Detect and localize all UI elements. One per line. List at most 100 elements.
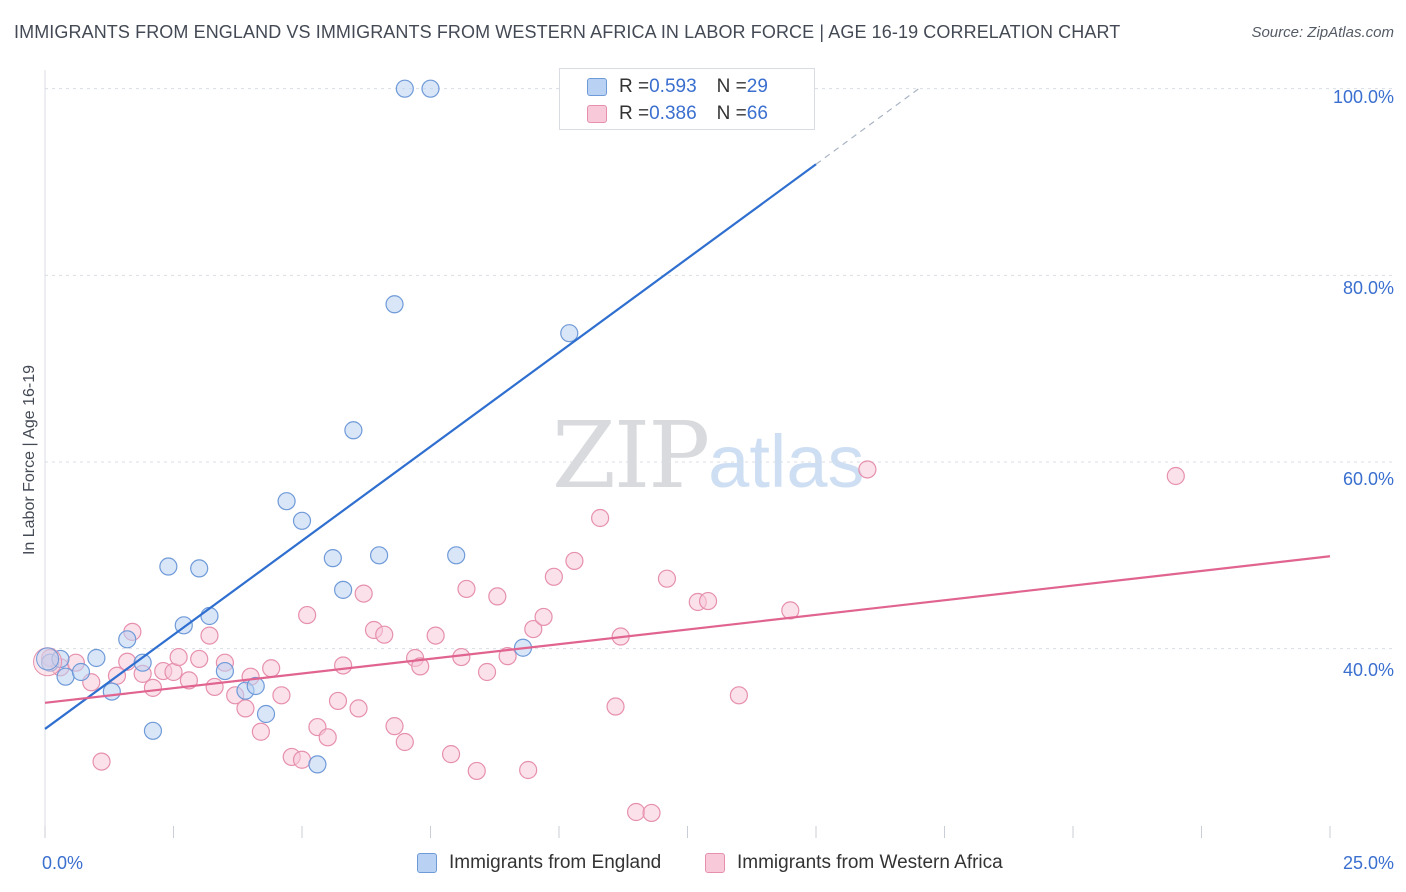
- africa-point-49: [534, 607, 553, 627]
- africa-point-44: [477, 662, 497, 682]
- correlation-legend: R = 0.593 N = 29 R = 0.386 N = 66: [559, 68, 815, 130]
- series-legend: Immigrants from England Immigrants from …: [0, 852, 1406, 876]
- england-trend-extension: [815, 88, 920, 165]
- england-point-15: [246, 676, 265, 696]
- england-trend-line: [44, 163, 817, 730]
- source-credit: Source: ZipAtlas.com: [1251, 24, 1394, 41]
- africa-point-39: [426, 626, 445, 645]
- africa-trend-line: [44, 555, 1331, 704]
- africa-point-23: [272, 686, 291, 705]
- england-swatch: [587, 78, 607, 96]
- england-point-12: [200, 606, 219, 626]
- africa-point-59: [698, 591, 718, 611]
- africa-point-38: [411, 657, 430, 676]
- africa-point-50: [544, 567, 563, 586]
- africa-point-63: [1166, 466, 1185, 486]
- england-point-22: [344, 421, 363, 440]
- legend-row-africa: R = 0.386 N = 66: [587, 103, 768, 125]
- africa-point-14: [190, 649, 209, 669]
- africa-point-28: [318, 728, 337, 747]
- england-point-8: [143, 721, 163, 740]
- africa-point-34: [375, 625, 394, 644]
- legend-swatch-england: [417, 853, 437, 873]
- africa-point-19: [236, 699, 255, 718]
- england-cluster-point: [36, 647, 60, 671]
- y-tick-label-80: 80.0%: [1342, 278, 1394, 298]
- africa-point-51: [565, 551, 584, 571]
- england-n-value: 29: [746, 76, 768, 97]
- africa-point-13: [179, 671, 199, 690]
- y-tick-label-40: 40.0%: [1342, 660, 1394, 680]
- england-r-value: 0.593: [649, 76, 697, 97]
- africa-r-label: R =: [619, 103, 650, 124]
- england-point-27: [447, 546, 466, 565]
- y-tick-label-60: 60.0%: [1342, 469, 1394, 489]
- watermark-zip: ZIP: [552, 402, 710, 509]
- africa-point-52: [591, 508, 610, 528]
- africa-point-31: [349, 699, 368, 718]
- legend-label-england: Immigrants from England: [449, 852, 662, 873]
- africa-point-62: [858, 460, 877, 479]
- england-point-2: [56, 667, 75, 686]
- england-point-4: [87, 648, 106, 668]
- africa-point-26: [298, 605, 317, 625]
- england-r-label: R =: [619, 76, 650, 97]
- africa-point-55: [626, 802, 646, 822]
- england-point-6: [118, 630, 137, 649]
- africa-swatch: [587, 105, 607, 123]
- england-point-19: [308, 755, 327, 774]
- y-tick-label-100: 100.0%: [1332, 87, 1394, 107]
- england-n-label: N =: [716, 76, 747, 97]
- england-point-20: [323, 549, 342, 568]
- africa-point-46: [498, 647, 517, 666]
- africa-point-30: [334, 656, 353, 675]
- england-point-13: [215, 661, 234, 681]
- england-point-11: [190, 559, 209, 578]
- chart-title: IMMIGRANTS FROM ENGLAND VS IMMIGRANTS FR…: [14, 22, 1121, 42]
- africa-point-57: [657, 569, 677, 588]
- england-point-25: [395, 79, 414, 98]
- africa-point-56: [642, 803, 661, 823]
- africa-point-60: [729, 686, 749, 705]
- africa-point-35: [385, 717, 404, 736]
- england-point-17: [277, 492, 296, 511]
- africa-n-label: N =: [716, 103, 747, 124]
- africa-point-15: [200, 626, 219, 645]
- england-point-24: [385, 295, 404, 314]
- x-tick-label-max: 25.0%: [1342, 853, 1394, 873]
- legend-item-england: Immigrants from England: [417, 852, 661, 874]
- africa-point-36: [395, 732, 414, 752]
- africa-point-22: [262, 659, 281, 678]
- legend-item-africa: Immigrants from Western Africa: [705, 852, 1003, 874]
- england-point-3: [71, 662, 91, 682]
- africa-point-42: [457, 579, 476, 599]
- legend-label-africa: Immigrants from Western Africa: [737, 852, 1003, 873]
- africa-point-21: [251, 722, 270, 741]
- africa-point-43: [467, 761, 486, 781]
- africa-n-value: 66: [746, 103, 768, 124]
- africa-r-value: 0.386: [649, 103, 697, 124]
- africa-point-40: [441, 745, 461, 764]
- legend-swatch-africa: [705, 853, 725, 873]
- england-point-18: [292, 511, 312, 530]
- legend-row-england: R = 0.593 N = 29: [587, 76, 768, 98]
- africa-point-29: [328, 691, 348, 711]
- england-point-16: [256, 704, 276, 724]
- africa-point-45: [488, 587, 507, 606]
- england-point-23: [370, 546, 389, 565]
- africa-point-16: [205, 677, 224, 697]
- africa-point-32: [354, 584, 373, 603]
- africa-point-48: [524, 619, 543, 639]
- england-point-9: [159, 557, 178, 576]
- africa-point-25: [292, 750, 312, 769]
- africa-point-53: [606, 697, 625, 716]
- x-tick-label-min: 0.0%: [42, 853, 84, 873]
- africa-point-9: [143, 678, 163, 697]
- england-point-29: [560, 324, 579, 343]
- england-point-21: [334, 580, 353, 599]
- england-point-26: [421, 79, 440, 98]
- africa-point-4: [92, 752, 111, 771]
- africa-point-12: [169, 647, 188, 667]
- africa-point-47: [519, 760, 538, 780]
